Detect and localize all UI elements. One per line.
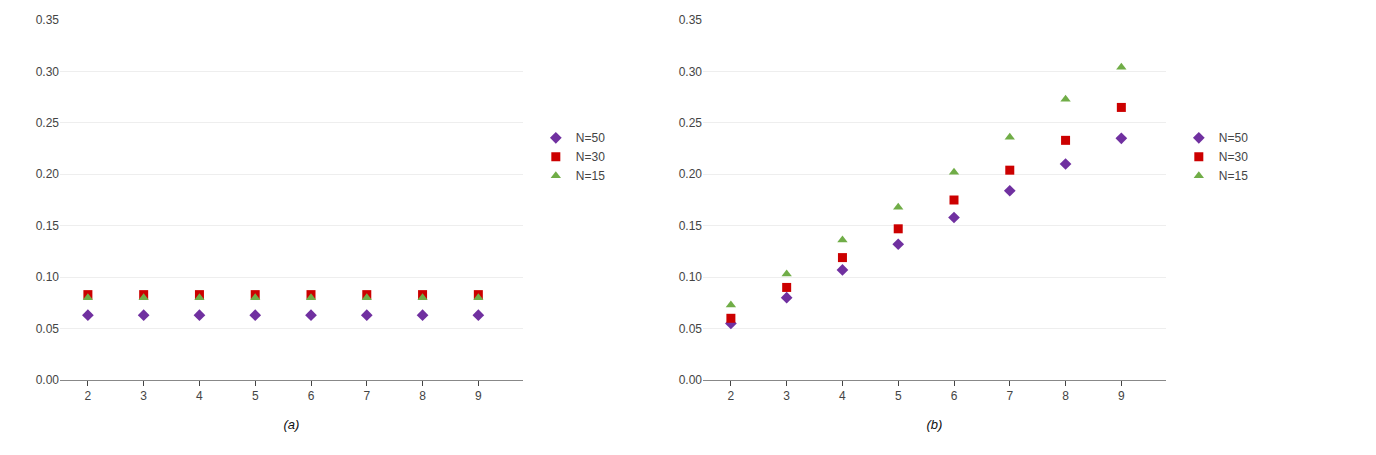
svg-text:0.05: 0.05 bbox=[679, 322, 703, 336]
svg-text:(a): (a) bbox=[284, 417, 300, 432]
svg-text:0.05: 0.05 bbox=[36, 322, 60, 336]
svg-text:7: 7 bbox=[363, 389, 370, 403]
svg-text:0.20: 0.20 bbox=[679, 167, 703, 181]
svg-text:N=50: N=50 bbox=[1219, 131, 1248, 145]
svg-text:0.00: 0.00 bbox=[36, 373, 60, 387]
svg-text:3: 3 bbox=[783, 389, 790, 403]
svg-text:0.35: 0.35 bbox=[36, 13, 60, 27]
svg-text:0.20: 0.20 bbox=[36, 167, 60, 181]
svg-text:0.10: 0.10 bbox=[679, 270, 703, 284]
svg-text:N=50: N=50 bbox=[576, 131, 605, 145]
svg-text:0.25: 0.25 bbox=[679, 116, 703, 130]
svg-text:5: 5 bbox=[895, 389, 902, 403]
svg-text:4: 4 bbox=[196, 389, 203, 403]
svg-text:0.30: 0.30 bbox=[36, 65, 60, 79]
svg-text:N=15: N=15 bbox=[576, 169, 605, 183]
svg-text:0.10: 0.10 bbox=[36, 270, 60, 284]
svg-text:0.00: 0.00 bbox=[679, 373, 703, 387]
svg-text:N=15: N=15 bbox=[1219, 169, 1248, 183]
svg-text:N=30: N=30 bbox=[576, 150, 605, 164]
svg-text:6: 6 bbox=[308, 389, 315, 403]
svg-text:8: 8 bbox=[419, 389, 426, 403]
svg-text:N=30: N=30 bbox=[1219, 150, 1248, 164]
svg-text:5: 5 bbox=[252, 389, 259, 403]
svg-text:2: 2 bbox=[728, 389, 735, 403]
svg-text:8: 8 bbox=[1062, 389, 1069, 403]
svg-text:0.30: 0.30 bbox=[679, 65, 703, 79]
svg-text:7: 7 bbox=[1006, 389, 1013, 403]
svg-text:2: 2 bbox=[85, 389, 92, 403]
svg-text:3: 3 bbox=[140, 389, 147, 403]
svg-text:0.15: 0.15 bbox=[679, 219, 703, 233]
svg-text:0.35: 0.35 bbox=[679, 13, 703, 27]
svg-text:0.25: 0.25 bbox=[36, 116, 60, 130]
svg-text:9: 9 bbox=[475, 389, 482, 403]
svg-text:6: 6 bbox=[951, 389, 958, 403]
svg-text:(b): (b) bbox=[927, 417, 943, 432]
svg-text:4: 4 bbox=[839, 389, 846, 403]
svg-text:9: 9 bbox=[1118, 389, 1125, 403]
svg-text:0.15: 0.15 bbox=[36, 219, 60, 233]
